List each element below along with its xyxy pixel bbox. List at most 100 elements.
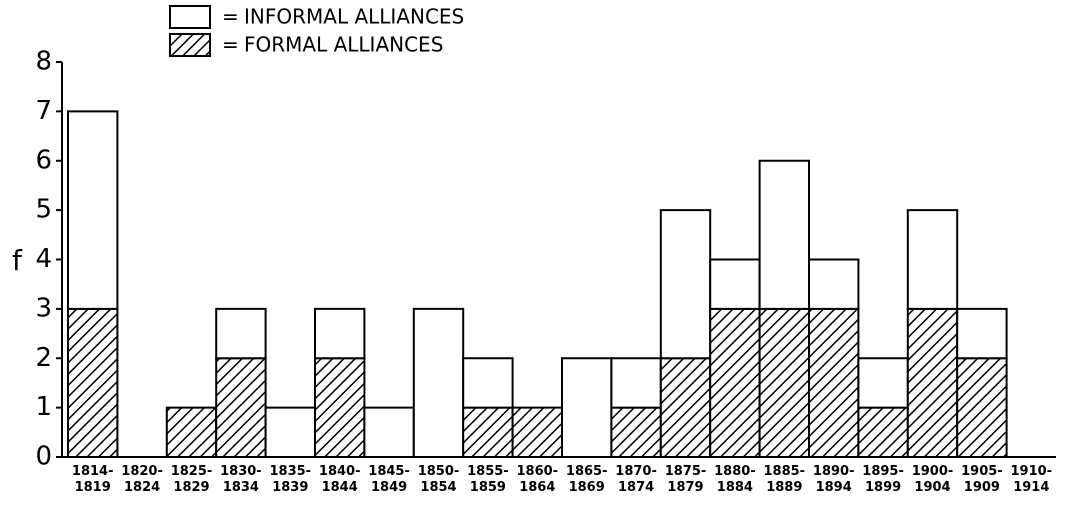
- y-tick-label: 6: [35, 145, 52, 175]
- bar-segment: [906, 307, 959, 458]
- x-tick-label-line: 1914: [1013, 480, 1049, 495]
- x-tick-label-line: 1889: [766, 480, 802, 495]
- legend-separator: =: [222, 33, 239, 57]
- bar-segment: [511, 406, 563, 458]
- legend-separator: =: [222, 5, 239, 29]
- y-tick-label: 2: [35, 343, 52, 373]
- x-tick-label-line: 1854: [420, 480, 456, 495]
- x-tick-label-line: 1909: [964, 480, 1000, 495]
- legend-swatch: [169, 5, 211, 29]
- x-tick-label: 1905-1909: [961, 464, 1003, 495]
- x-tick-label-line: 1865-: [566, 464, 608, 479]
- bar-segment: [906, 209, 959, 310]
- x-tick-label-line: 1864: [519, 480, 555, 495]
- legend-label: INFORMAL ALLIANCES: [244, 5, 464, 29]
- bar-segment: [67, 307, 119, 458]
- y-axis-label: f: [12, 244, 23, 277]
- bar-segment: [758, 159, 810, 310]
- x-tick-label-line: 1869: [569, 480, 605, 495]
- x-tick-label: 1814-1819: [72, 464, 114, 495]
- x-tick-label-line: 1894: [816, 480, 852, 495]
- x-tick-label-line: 1895-: [862, 464, 904, 479]
- x-tick-label-line: 1880-: [714, 464, 756, 479]
- y-tick-label: 1: [35, 392, 52, 422]
- y-tick-label: 8: [35, 47, 52, 77]
- x-tick-label: 1820-1824: [121, 464, 163, 495]
- bar-segment: [709, 258, 761, 310]
- x-tick-label-line: 1840-: [319, 464, 361, 479]
- x-tick-label-line: 1874: [618, 480, 654, 495]
- x-tick-label: 1845-1849: [368, 464, 410, 495]
- bar-segment: [264, 406, 317, 458]
- bar-segment: [67, 110, 119, 310]
- bar-segment: [363, 406, 415, 458]
- x-tick-label: 1850-1854: [418, 464, 460, 495]
- bar-segment: [808, 307, 860, 458]
- x-tick-label-line: 1855-: [467, 464, 509, 479]
- x-tick-label-line: 1834: [223, 480, 259, 495]
- bar-segment: [462, 406, 514, 458]
- x-tick-label-line: 1899: [865, 480, 901, 495]
- bar-segment: [808, 258, 860, 310]
- x-tick-label: 1835-1839: [270, 464, 312, 495]
- x-tick-label-line: 1890-: [813, 464, 855, 479]
- bar-segment: [956, 357, 1008, 458]
- x-tick-label: 1910-1914: [1011, 464, 1053, 495]
- bar-segment: [610, 406, 662, 458]
- bar-segment: [561, 357, 613, 458]
- bar-segment: [610, 357, 662, 409]
- bar-segment: [215, 307, 267, 360]
- x-tick-label-line: 1814-: [72, 464, 114, 479]
- bar-segment: [314, 307, 366, 360]
- bar-segment: [165, 406, 218, 458]
- y-tick-label: 5: [35, 195, 52, 225]
- x-tick-label: 1830-1834: [220, 464, 262, 495]
- x-tick-label: 1890-1894: [813, 464, 855, 495]
- bar-segment: [215, 357, 267, 458]
- x-tick-label-line: 1839: [272, 480, 308, 495]
- x-tick-label-line: 1850-: [418, 464, 460, 479]
- x-tick-label-line: 1910-: [1011, 464, 1053, 479]
- x-tick-label-line: 1825-: [171, 464, 213, 479]
- y-tick-label: 0: [35, 442, 52, 472]
- x-tick-label: 1855-1859: [467, 464, 509, 495]
- bar-segment: [758, 307, 810, 458]
- x-tick-label: 1880-1884: [714, 464, 756, 495]
- y-tick-label: 4: [35, 244, 52, 274]
- x-tick-label: 1870-1874: [615, 464, 657, 495]
- x-tick-label-line: 1844: [322, 480, 358, 495]
- x-tick-label: 1860-1864: [517, 464, 559, 495]
- bar-segment: [857, 406, 909, 458]
- x-tick-label-line: 1859: [470, 480, 506, 495]
- x-tick-label-line: 1879: [667, 480, 703, 495]
- x-tick-label-line: 1885-: [764, 464, 806, 479]
- x-tick-label-line: 1849: [371, 480, 407, 495]
- bar-segment: [412, 307, 465, 458]
- x-tick-label-line: 1835-: [270, 464, 312, 479]
- x-tick-label-line: 1875-: [665, 464, 707, 479]
- x-tick-label-line: 1870-: [615, 464, 657, 479]
- x-tick-label: 1900-1904: [912, 464, 954, 495]
- bar-segment: [956, 307, 1008, 360]
- x-tick-label-line: 1830-: [220, 464, 262, 479]
- x-tick-label: 1875-1879: [665, 464, 707, 495]
- x-tick-label-line: 1845-: [368, 464, 410, 479]
- x-tick-label: 1865-1869: [566, 464, 608, 495]
- x-tick-label-line: 1824: [124, 480, 160, 495]
- x-tick-label: 1895-1899: [862, 464, 904, 495]
- x-tick-label: 1885-1889: [764, 464, 806, 495]
- x-tick-label-line: 1820-: [121, 464, 163, 479]
- x-tick-label-line: 1860-: [517, 464, 559, 479]
- x-tick-label: 1840-1844: [319, 464, 361, 495]
- x-tick-label-line: 1904: [914, 480, 950, 495]
- bar-segment: [857, 357, 909, 409]
- y-tick-label: 7: [35, 96, 52, 126]
- x-tick-label-line: 1905-: [961, 464, 1003, 479]
- legend-label: FORMAL ALLIANCES: [244, 33, 443, 57]
- bar-segment: [659, 357, 712, 458]
- bar-segment: [659, 209, 712, 360]
- y-tick-label: 3: [35, 293, 52, 323]
- bar-segment: [462, 357, 514, 409]
- x-tick-label: 1825-1829: [171, 464, 213, 495]
